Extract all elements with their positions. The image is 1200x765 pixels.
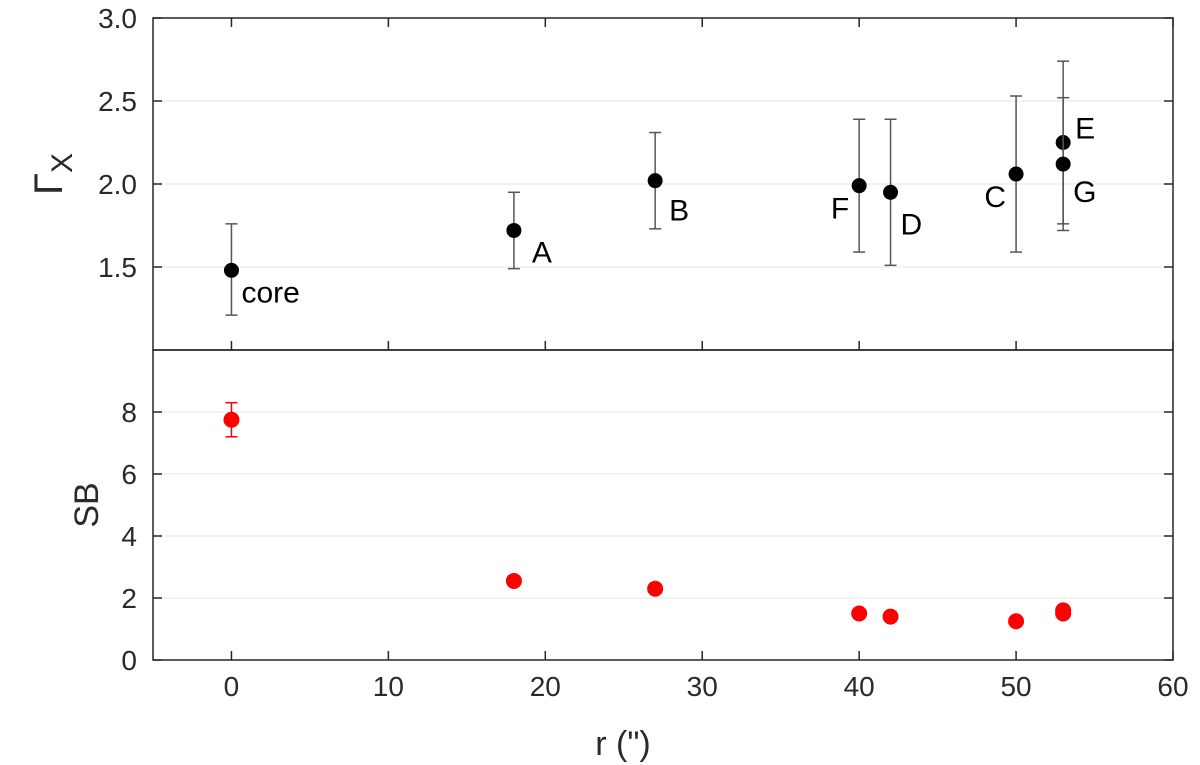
x-tick-label: 10 — [373, 671, 404, 702]
gamma-point — [1055, 156, 1071, 172]
gamma-point-label: core — [241, 276, 299, 309]
gamma-point-label: C — [984, 181, 1006, 214]
gamma-point — [647, 173, 663, 189]
sb-point — [882, 608, 899, 625]
sb-point — [505, 572, 522, 589]
sb-y-tick-label: 0 — [121, 645, 137, 676]
x-axis: 0 10 20 30 40 50 60 r (") — [224, 18, 1189, 763]
sb-plot-frame — [152, 349, 1174, 661]
gamma-y-tick-label: 2.0 — [98, 169, 137, 200]
x-tick-label: 0 — [224, 671, 240, 702]
gamma-point-label: D — [901, 208, 923, 241]
gamma-y-tick-label: 2.5 — [98, 86, 137, 117]
sb-point — [223, 411, 240, 428]
x-tick-label: 40 — [844, 671, 875, 702]
sb-point — [851, 605, 868, 622]
x-tick-label: 30 — [687, 671, 718, 702]
gamma-y-tick-label: 1.5 — [98, 252, 137, 283]
gamma-symbol: Γ — [27, 173, 71, 195]
x-tick-label: 50 — [1000, 671, 1031, 702]
x-tick-label: 20 — [530, 671, 561, 702]
gamma-point-label: E — [1075, 113, 1095, 146]
gamma-point — [223, 262, 239, 278]
gamma-point-label: B — [669, 195, 689, 228]
gamma-y-axis-title: ΓX — [27, 153, 79, 195]
sb-y-tick-label: 4 — [121, 521, 137, 552]
sb-y-tick-label: 2 — [121, 583, 137, 614]
sb-point — [1008, 613, 1025, 630]
gamma-point-label: F — [831, 193, 849, 226]
gamma-y-tick-label: 3.0 — [98, 3, 137, 34]
sb-y-axis-title: SB — [68, 482, 106, 527]
gamma-point — [883, 184, 899, 200]
gamma-point-label: A — [532, 236, 552, 269]
sb-point — [647, 580, 664, 597]
x-axis-title: r (") — [595, 725, 650, 763]
sb-panel: 0 2 4 6 8 SB — [68, 349, 1174, 676]
sb-y-tick-label: 6 — [121, 459, 137, 490]
x-tick-label: 60 — [1157, 671, 1188, 702]
sb-point — [1055, 602, 1072, 619]
gamma-subscript: X — [46, 153, 79, 173]
gamma-point — [1008, 166, 1024, 182]
gamma-point-label: G — [1073, 176, 1096, 209]
sb-y-tick-label: 8 — [121, 397, 137, 428]
gamma-point — [506, 222, 522, 238]
gamma-point — [851, 178, 867, 194]
